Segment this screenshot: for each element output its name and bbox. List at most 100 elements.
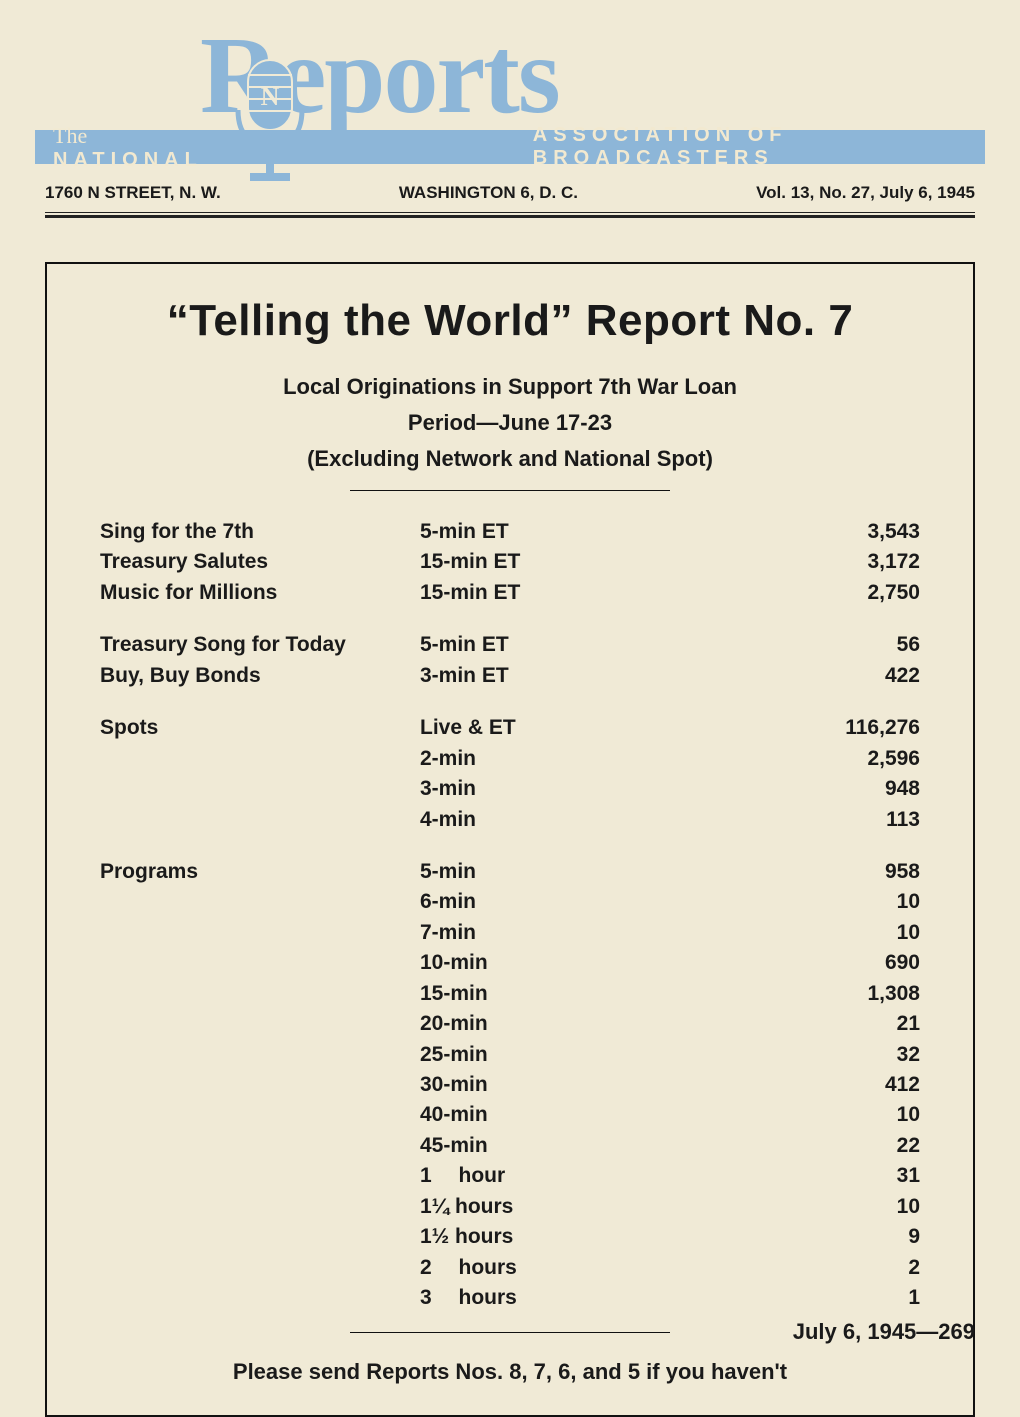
program-name <box>100 1009 420 1039</box>
program-duration: 15-min ET <box>420 547 640 577</box>
program-count: 9 <box>640 1222 920 1252</box>
table-row: 3-min948 <box>100 774 920 804</box>
banner-national: NATIONAL <box>53 149 203 171</box>
table-row: 45-min22 <box>100 1131 920 1161</box>
program-count: 10 <box>640 1192 920 1222</box>
program-duration: 2-min <box>420 744 640 774</box>
program-duration: 5-min ET <box>420 517 640 547</box>
banner-left: The NATIONAL <box>35 123 233 172</box>
page-footer: July 6, 1945—269 <box>793 1319 975 1345</box>
program-name: Treasury Song for Today <box>100 630 420 660</box>
program-count: 3,172 <box>640 547 920 577</box>
program-name <box>100 918 420 948</box>
masthead: Reports N The NATIONAL ASSOCIATION OF BR… <box>0 0 1020 210</box>
footer-note: Please send Reports Nos. 8, 7, 6, and 5 … <box>97 1359 923 1385</box>
program-count: 32 <box>640 1040 920 1070</box>
program-duration: 20-min <box>420 1009 640 1039</box>
program-duration: 1¼ hours <box>420 1192 640 1222</box>
program-count: 56 <box>640 630 920 660</box>
program-duration: 30-min <box>420 1070 640 1100</box>
short-rule-bottom <box>350 1332 670 1333</box>
program-name <box>100 1040 420 1070</box>
page: Reports N The NATIONAL ASSOCIATION OF BR… <box>0 0 1020 1373</box>
program-name <box>100 1161 420 1191</box>
program-name <box>100 948 420 978</box>
program-duration: 40-min <box>420 1100 640 1130</box>
program-name <box>100 1100 420 1130</box>
program-count: 2,750 <box>640 578 920 608</box>
table-row: 25-min32 <box>100 1040 920 1070</box>
program-count: 948 <box>640 774 920 804</box>
issue: Vol. 13, No. 27, July 6, 1945 <box>756 183 975 203</box>
table-row: Treasury Salutes15-min ET3,172 <box>100 547 920 577</box>
program-name <box>100 1283 420 1313</box>
program-count: 690 <box>640 948 920 978</box>
program-count: 10 <box>640 918 920 948</box>
program-count: 1,308 <box>640 979 920 1009</box>
double-rule <box>45 212 975 218</box>
program-count: 10 <box>640 1100 920 1130</box>
data-table: Sing for the 7th5-min ET3,543Treasury Sa… <box>100 517 920 1314</box>
program-duration: 3-min ET <box>420 661 640 691</box>
table-row: Sing for the 7th5-min ET3,543 <box>100 517 920 547</box>
program-name: Programs <box>100 857 420 887</box>
program-count: 2 <box>640 1253 920 1283</box>
svg-text:N: N <box>261 82 280 111</box>
group-gap <box>100 691 920 713</box>
program-name <box>100 1253 420 1283</box>
table-row: Music for Millions15-min ET2,750 <box>100 578 920 608</box>
program-duration: Live & ET <box>420 713 640 743</box>
program-duration: 10-min <box>420 948 640 978</box>
table-row: 30-min412 <box>100 1070 920 1100</box>
report-box: “Telling the World” Report No. 7 Local O… <box>45 262 975 1417</box>
banner-right: ASSOCIATION OF BROADCASTERS <box>533 124 985 170</box>
program-duration: 15-min <box>420 979 640 1009</box>
report-subtitle-2: Period—June 17-23 <box>97 410 923 436</box>
program-duration: 3 hours <box>420 1283 640 1313</box>
program-count: 21 <box>640 1009 920 1039</box>
report-title: “Telling the World” Report No. 7 <box>97 296 923 346</box>
program-name <box>100 1192 420 1222</box>
program-count: 1 <box>640 1283 920 1313</box>
address: 1760 N STREET, N. W. <box>45 183 221 203</box>
org-banner: The NATIONAL ASSOCIATION OF BROADCASTERS <box>35 130 985 164</box>
table-row: SpotsLive & ET116,276 <box>100 713 920 743</box>
program-name: Spots <box>100 713 420 743</box>
program-duration: 3-min <box>420 774 640 804</box>
program-duration: 5-min ET <box>420 630 640 660</box>
program-name <box>100 774 420 804</box>
program-duration: 45-min <box>420 1131 640 1161</box>
program-name <box>100 887 420 917</box>
program-duration: 25-min <box>420 1040 640 1070</box>
program-name <box>100 805 420 835</box>
program-duration: 6-min <box>420 887 640 917</box>
table-row: 2-min2,596 <box>100 744 920 774</box>
program-name <box>100 744 420 774</box>
program-count: 958 <box>640 857 920 887</box>
table-row: 15-min1,308 <box>100 979 920 1009</box>
program-duration: 5-min <box>420 857 640 887</box>
program-count: 116,276 <box>640 713 920 743</box>
program-count: 2,596 <box>640 744 920 774</box>
table-row: 1¼ hours10 <box>100 1192 920 1222</box>
table-row: 2 hours2 <box>100 1253 920 1283</box>
program-count: 10 <box>640 887 920 917</box>
program-name <box>100 1070 420 1100</box>
program-name: Sing for the 7th <box>100 517 420 547</box>
group-gap <box>100 835 920 857</box>
program-count: 113 <box>640 805 920 835</box>
report-subtitle-1: Local Originations in Support 7th War Lo… <box>97 374 923 400</box>
table-row: 7-min10 <box>100 918 920 948</box>
program-count: 3,543 <box>640 517 920 547</box>
program-duration: 1 hour <box>420 1161 640 1191</box>
program-count: 22 <box>640 1131 920 1161</box>
short-rule-top <box>350 490 670 491</box>
program-name: Buy, Buy Bonds <box>100 661 420 691</box>
banner-the: The <box>53 123 87 148</box>
program-count: 31 <box>640 1161 920 1191</box>
program-name <box>100 1131 420 1161</box>
program-name <box>100 1222 420 1252</box>
table-row: 3 hours1 <box>100 1283 920 1313</box>
program-count: 422 <box>640 661 920 691</box>
city: WASHINGTON 6, D. C. <box>399 183 578 203</box>
